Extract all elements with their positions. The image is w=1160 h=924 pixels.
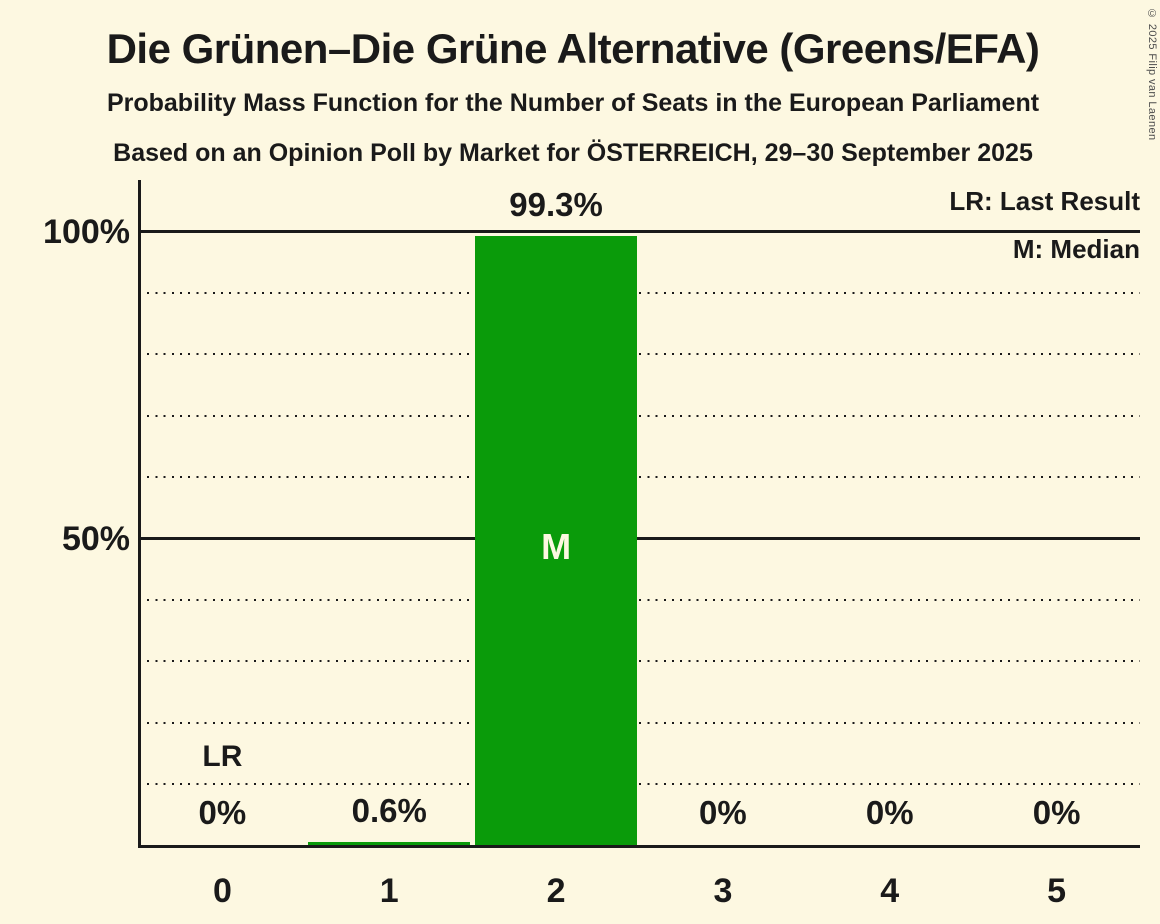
- x-tick-label-1: 1: [379, 872, 399, 910]
- y-tick-label-100: 100%: [43, 212, 130, 251]
- y-tick-label-50: 50%: [61, 519, 130, 558]
- legend-last-result: LR: Last Result: [949, 186, 1140, 216]
- chart-title: Die Grünen–Die Grüne Alternative (Greens…: [106, 25, 1040, 72]
- gridline-dotted-90: [139, 291, 1140, 294]
- bar-value-label-seat-2: 99.3%: [509, 185, 603, 223]
- gridline-dotted-60: [139, 476, 1140, 479]
- gridline-dotted-30: [139, 660, 1140, 663]
- gridline-solid-50: [139, 537, 1140, 540]
- chart-subtitle-line1: Probability Mass Function for the Number…: [106, 89, 1040, 117]
- gridline-solid-100: [139, 230, 1140, 233]
- x-axis-line: [137, 845, 1140, 848]
- gridline-dotted-80: [139, 353, 1140, 356]
- bar-value-label-seat-5: 0%: [1032, 793, 1081, 831]
- gridline-dotted-40: [139, 598, 1140, 601]
- gridline-dotted-20: [139, 721, 1140, 724]
- median-marker: M: [541, 525, 572, 567]
- copyright-notice: © 2025 Filip van Laenen: [1146, 8, 1158, 141]
- gridline-dotted-70: [139, 414, 1140, 417]
- x-tick-label-3: 3: [713, 872, 733, 910]
- bar-value-label-seat-3: 0%: [699, 793, 747, 831]
- x-tick-label-5: 5: [1047, 872, 1067, 910]
- gridline-dotted-10: [139, 783, 1140, 786]
- y-axis-line: [137, 180, 141, 848]
- x-tick-label-0: 0: [212, 872, 232, 910]
- bar-seat-2: [475, 235, 637, 846]
- last-result-marker: LR: [202, 740, 243, 773]
- bar-seat-1: [308, 841, 471, 846]
- x-tick-label-4: 4: [880, 872, 900, 910]
- x-tick-label-2: 2: [546, 872, 566, 910]
- chart-subtitle-line2: Based on an Opinion Poll by Market for Ö…: [113, 139, 1033, 167]
- legend-median: M: Median: [1012, 234, 1140, 264]
- bar-value-label-seat-0: 0%: [198, 793, 247, 831]
- bar-value-label-seat-1: 0.6%: [351, 791, 427, 829]
- bar-value-label-seat-4: 0%: [865, 793, 914, 831]
